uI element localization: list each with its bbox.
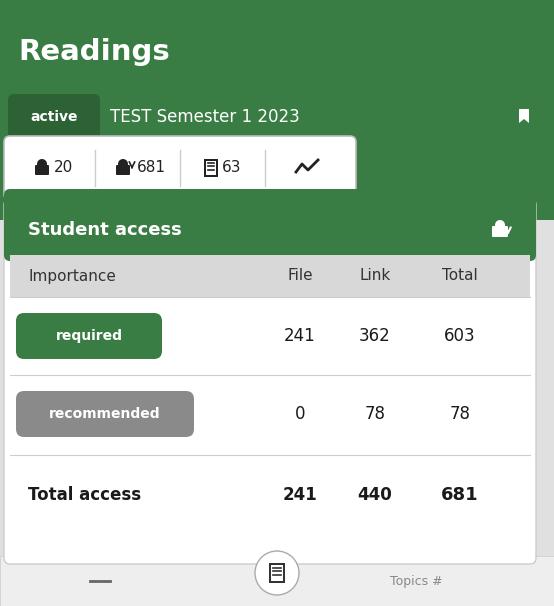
Text: 362: 362 (359, 327, 391, 345)
Text: 440: 440 (358, 486, 392, 504)
FancyBboxPatch shape (0, 556, 554, 606)
FancyBboxPatch shape (206, 161, 216, 175)
Polygon shape (519, 109, 529, 123)
FancyBboxPatch shape (0, 0, 554, 220)
FancyBboxPatch shape (4, 189, 536, 261)
Circle shape (506, 99, 542, 135)
Text: 681: 681 (137, 161, 166, 176)
FancyBboxPatch shape (204, 159, 218, 177)
FancyBboxPatch shape (10, 230, 530, 255)
Text: 241: 241 (283, 486, 317, 504)
Text: 241: 241 (284, 327, 316, 345)
Polygon shape (123, 193, 151, 205)
Text: required: required (55, 329, 122, 343)
Circle shape (255, 551, 299, 595)
Circle shape (495, 220, 505, 230)
FancyBboxPatch shape (8, 94, 100, 140)
Text: 20: 20 (54, 161, 73, 176)
Text: 78: 78 (449, 405, 470, 423)
Text: TEST Semester 1 2023: TEST Semester 1 2023 (110, 108, 300, 126)
Text: Student access: Student access (28, 221, 182, 239)
Text: 78: 78 (365, 405, 386, 423)
Circle shape (37, 159, 47, 169)
FancyBboxPatch shape (10, 255, 530, 297)
Text: 0: 0 (295, 405, 305, 423)
FancyBboxPatch shape (4, 199, 536, 564)
Text: Link: Link (360, 268, 391, 284)
FancyBboxPatch shape (269, 563, 285, 583)
FancyBboxPatch shape (35, 165, 49, 175)
Text: Total: Total (442, 268, 478, 284)
FancyBboxPatch shape (16, 313, 162, 359)
FancyBboxPatch shape (4, 136, 356, 200)
Text: Readings: Readings (18, 38, 170, 66)
FancyBboxPatch shape (271, 565, 283, 581)
Text: Total access: Total access (28, 486, 141, 504)
Text: File: File (287, 268, 313, 284)
Text: active: active (30, 110, 78, 124)
Text: Importance: Importance (28, 268, 116, 284)
Circle shape (118, 159, 128, 169)
FancyBboxPatch shape (116, 165, 130, 175)
FancyBboxPatch shape (492, 226, 508, 237)
Text: recommended: recommended (49, 407, 161, 421)
FancyBboxPatch shape (16, 391, 194, 437)
Text: Topics #: Topics # (390, 574, 443, 587)
Text: 63: 63 (222, 161, 242, 176)
Text: 681: 681 (441, 486, 479, 504)
Text: 603: 603 (444, 327, 476, 345)
